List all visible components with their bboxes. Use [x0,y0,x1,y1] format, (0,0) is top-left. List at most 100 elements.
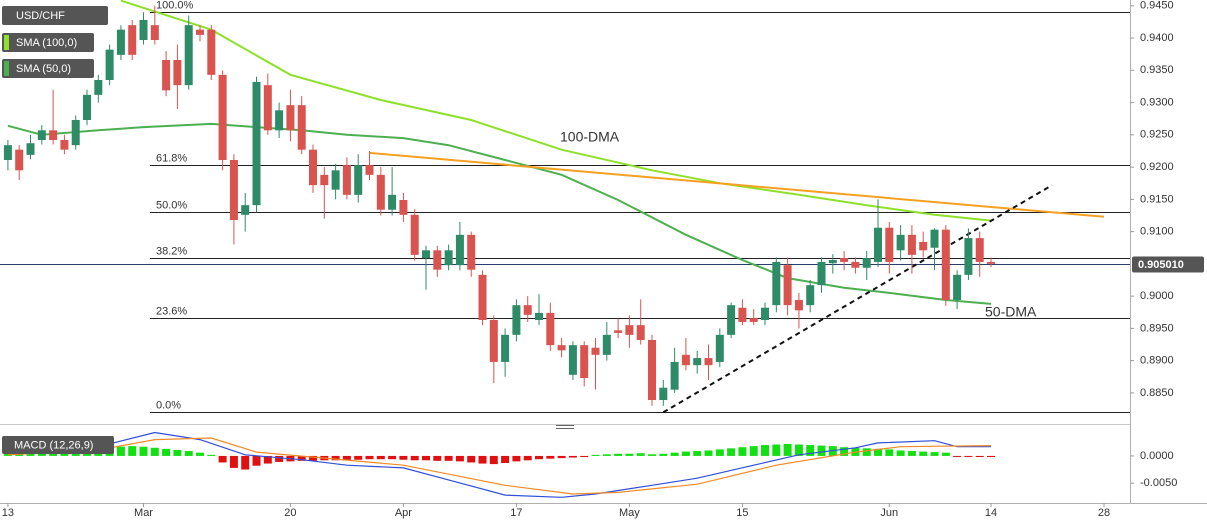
histogram-bar [467,455,476,463]
candle-body [828,260,837,264]
histogram-bar [874,448,883,456]
histogram-bar [399,455,408,460]
histogram-bar [128,446,137,456]
histogram-bar [783,443,792,456]
candle-body [512,305,521,335]
histogram-bar [455,455,464,462]
fib-label: 23.6% [156,305,187,317]
candle-body [772,261,781,306]
histogram-bar [840,447,849,456]
candle-body [105,49,114,80]
x-tick-label: 15 [736,507,748,519]
candle-body [410,214,419,255]
macd-line [7,431,991,498]
histogram-bar [625,453,634,456]
candle-body [523,305,532,315]
fib-label: 0.0% [156,399,181,411]
candle-body [659,387,668,400]
candle-body [568,345,577,375]
candle-body [715,334,724,362]
histogram-bar [738,447,747,456]
histogram-bar [275,455,284,462]
candle-body [83,94,92,120]
histogram-bar [184,451,193,456]
candle-body [297,105,306,150]
chart-title: USD/CHF [16,10,65,22]
histogram-bar [297,455,306,461]
x-tick-label: Jun [880,507,898,519]
fib-label: 38.2% [156,245,187,257]
histogram-bar [207,454,216,456]
y-tick-label: 0.8950 [1140,322,1174,334]
candle-body [286,105,295,131]
candle-body [930,229,939,248]
candle-body [320,174,329,186]
y-tick-label: -0.0050 [1140,477,1177,489]
histogram-bar [693,451,702,456]
candle-body [376,174,385,210]
legend-swatch [4,61,9,76]
histogram-bar [388,455,397,460]
histogram-bar [410,455,419,461]
candle-body [602,334,611,355]
candle-body [987,261,996,264]
y-tick-label: 0.9450 [1140,0,1174,12]
histogram-bar [919,451,928,456]
legend-label: SMA (100,0) [16,37,77,49]
candle-body [184,25,193,86]
candle-body [625,325,634,335]
candle-body [851,261,860,268]
histogram-bar [512,455,521,462]
candle-body [648,340,657,400]
legend-label: SMA (50,0) [16,63,71,75]
histogram-bar [263,455,272,464]
candle-body [71,120,80,146]
candle-body [704,358,713,366]
candle-body [309,149,318,186]
histogram-bar [941,452,950,456]
candle-body [116,29,125,55]
histogram-bar [535,455,544,460]
histogram-bar [139,446,148,456]
histogram-bar [444,455,453,461]
candle-body [15,149,24,171]
histogram-bar [659,453,668,456]
candle-body [444,250,453,266]
candle-body [26,143,35,155]
histogram-bar [422,455,431,461]
histogram-bar [354,455,363,460]
candle-body [964,238,973,275]
histogram-bar [761,445,770,456]
candle-body [693,358,702,366]
candle-body [941,229,950,300]
sma-line [7,122,992,305]
x-tick-label: Apr [395,507,412,519]
candle-body [489,320,498,362]
histogram-bar [241,455,250,470]
x-tick-label: 20 [284,507,296,519]
candle-body [535,312,544,320]
candle-body [885,227,894,262]
y-tick-label: 0.9100 [1140,226,1174,238]
y-tick-label: 0.9400 [1140,32,1174,44]
candle-body [874,227,883,262]
histogram-bar [218,455,227,463]
annotation: 100-DMA [560,129,620,145]
candle-body [365,165,374,175]
y-tick-label: 0.9200 [1140,161,1174,173]
histogram-bar [150,447,159,456]
histogram-bar [229,455,238,468]
fib-label: 61.8% [156,152,187,164]
histogram-bar [987,455,996,458]
resize-handle[interactable] [556,425,574,429]
histogram-bar [964,455,973,457]
candle-body [139,20,148,40]
last-price-box [1132,256,1204,273]
candle-body [783,265,792,306]
candle-body [794,300,803,311]
candle-body [3,145,12,160]
candle-body [252,81,261,206]
macd-title: MACD (12,26,9) [14,439,93,451]
histogram-bar [614,453,623,456]
histogram-bar [162,448,171,456]
